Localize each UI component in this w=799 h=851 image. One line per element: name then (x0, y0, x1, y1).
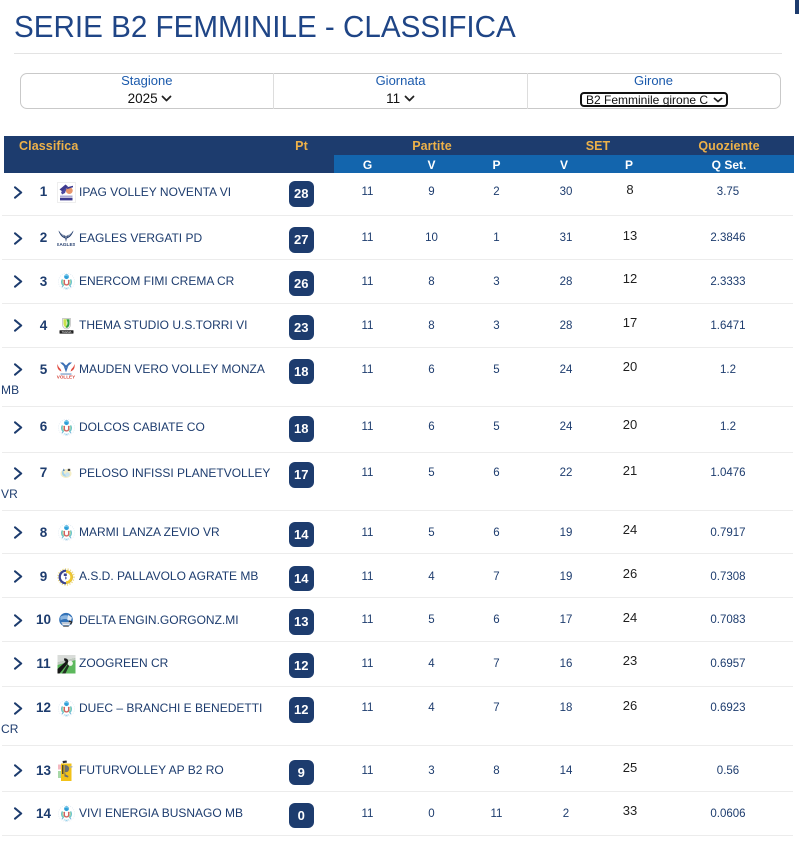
svg-text:EAGLES: EAGLES (57, 242, 75, 248)
svg-text:THEMA: THEMA (61, 329, 71, 333)
svg-text:VOLLEY: VOLLEY (57, 374, 75, 379)
